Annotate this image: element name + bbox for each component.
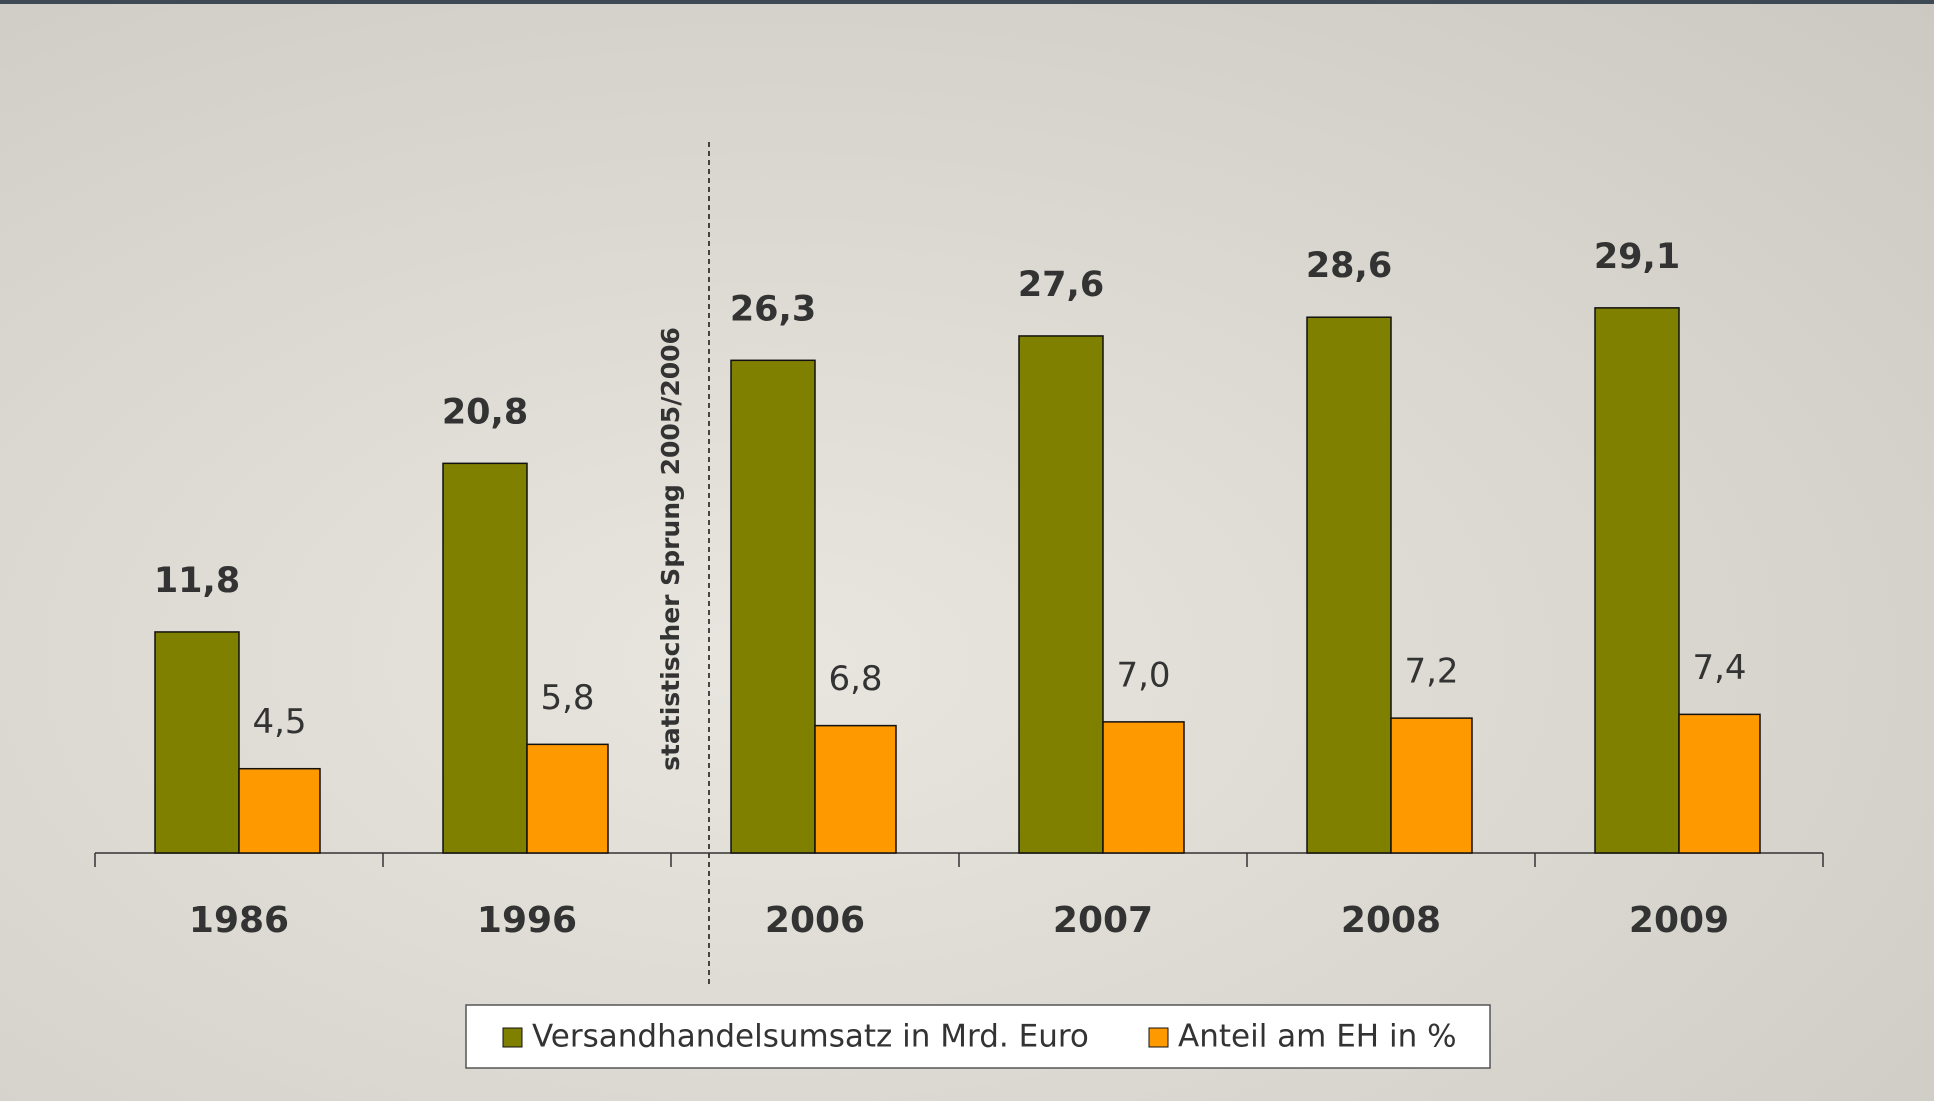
legend-label: Versandhandelsumsatz in Mrd. Euro: [532, 1019, 1089, 1055]
data-label: 11,8: [154, 561, 240, 601]
bar: [526, 743, 609, 854]
bar: [1018, 335, 1104, 854]
bar: [730, 359, 816, 854]
data-label: 5,8: [540, 678, 594, 718]
data-label: 4,5: [252, 702, 306, 742]
data-label: 29,1: [1594, 237, 1680, 277]
bar: [814, 724, 897, 854]
top-border: [0, 0, 1934, 4]
bar: [1306, 316, 1392, 854]
data-label: 7,4: [1692, 648, 1746, 688]
data-label: 28,6: [1306, 246, 1392, 286]
x-tick-label: 2009: [1629, 900, 1729, 941]
data-label: 7,2: [1404, 652, 1458, 692]
x-tick-label: 2006: [765, 900, 865, 941]
bar: [1678, 713, 1761, 854]
legend-box: [465, 1004, 1491, 1069]
bar: [1102, 721, 1185, 854]
bar: [238, 767, 321, 854]
bar: [1390, 717, 1473, 854]
data-label: 7,0: [1116, 655, 1170, 695]
x-tick-label: 1996: [477, 900, 577, 941]
legend-swatch: [1148, 1027, 1169, 1048]
data-label: 20,8: [442, 392, 528, 432]
x-tick-label: 1986: [189, 900, 289, 941]
bar: [1594, 307, 1680, 854]
data-label: 26,3: [730, 289, 816, 329]
x-tick-label: 2007: [1053, 900, 1153, 941]
x-tick-label: 2008: [1341, 900, 1441, 941]
legend-label: Anteil am EH in %: [1178, 1019, 1457, 1055]
bar: [442, 462, 528, 854]
annotation: statistischer Sprung 2005/2006: [656, 327, 685, 771]
legend-swatch: [502, 1027, 523, 1048]
data-label: 6,8: [828, 659, 882, 699]
data-label: 27,6: [1018, 265, 1104, 305]
bar: [154, 631, 240, 854]
